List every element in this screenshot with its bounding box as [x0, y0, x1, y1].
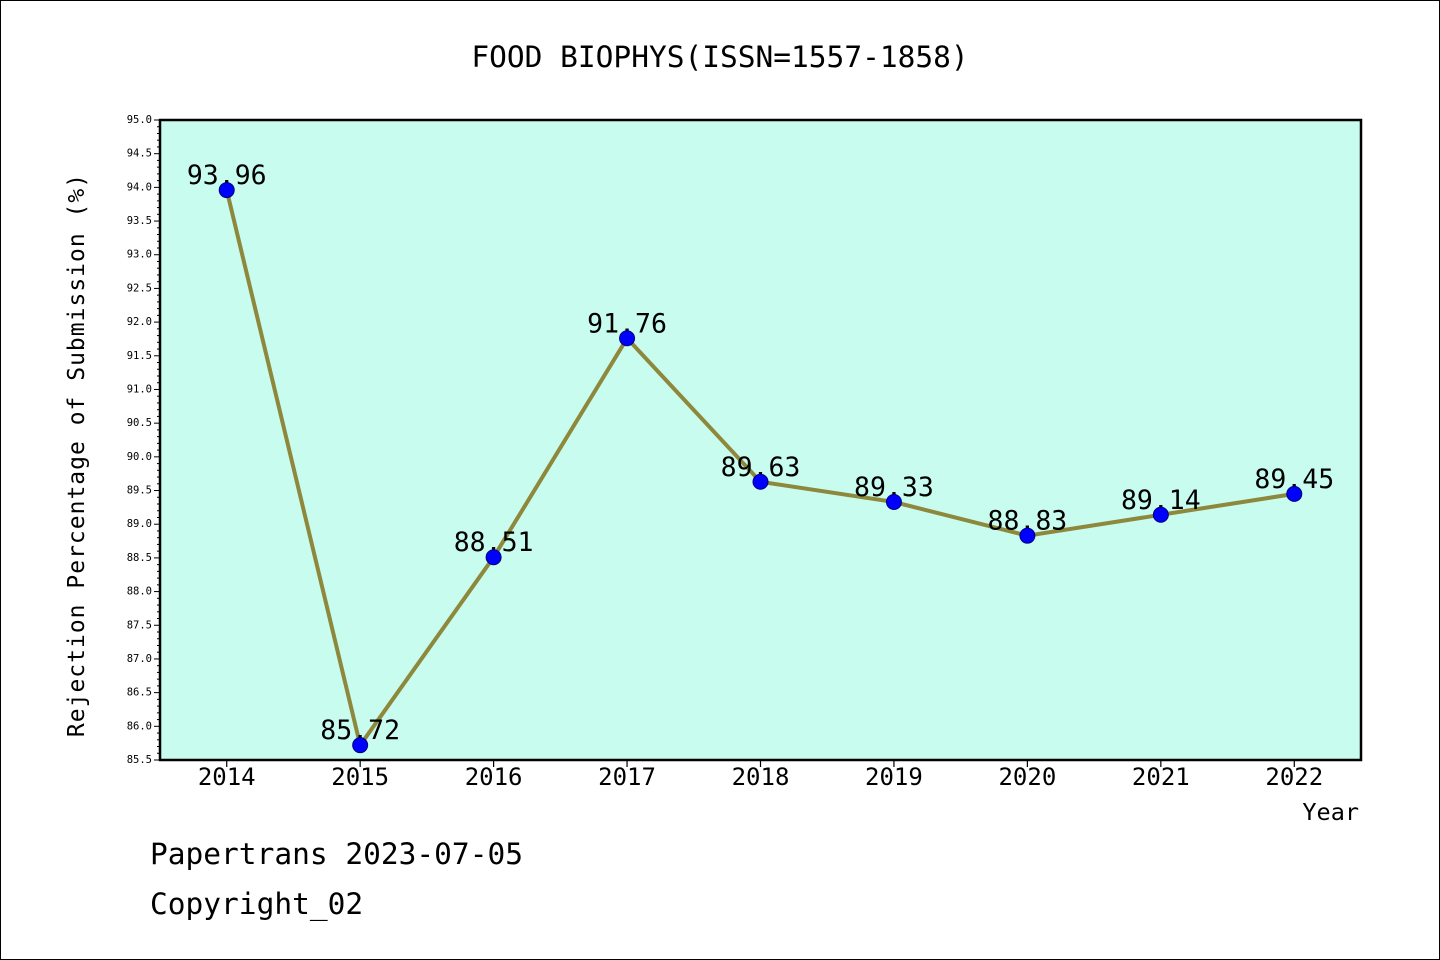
x-tick-label-2015: 2015 — [331, 763, 389, 791]
plot-area — [160, 120, 1361, 760]
x-tick-label-2020: 2020 — [998, 763, 1056, 791]
x-tick-label-2022: 2022 — [1265, 763, 1323, 791]
x-tick-label-2021: 2021 — [1132, 763, 1190, 791]
footer-copyright: Copyright_02 — [150, 887, 363, 922]
y-tick-label-88-5: 88.5 — [127, 552, 152, 564]
data-point-2014 — [218, 182, 235, 199]
y-tick-label-93-5: 93.5 — [127, 215, 152, 227]
y-tick-label-94-5: 94.5 — [127, 148, 152, 160]
plot-border — [158, 118, 1363, 762]
y-axis: 85.5 86.0 86.5 87.0 87.5 88.0 88.5 89.0 89.5 90.0… — [127, 114, 160, 766]
y-tick-label-90-5: 90.5 — [127, 417, 152, 429]
chart-title: FOOD BIOPHYS(ISSN=1557-1858) — [471, 40, 968, 74]
y-tick-label-91-0: 91.0 — [127, 383, 152, 395]
x-tick-label-2014: 2014 — [198, 763, 256, 791]
series-layer: 93.9685.7288.5191.7689.6389.3388.8389.14… — [187, 160, 1334, 754]
x-tick-label-2017: 2017 — [598, 763, 656, 791]
data-point-2017 — [619, 330, 636, 347]
data-point-2022 — [1286, 485, 1303, 502]
y-tick-label-85-5: 85.5 — [127, 754, 152, 766]
y-tick-label-94-0: 94.0 — [127, 181, 152, 193]
x-tick-label-2018: 2018 — [732, 763, 790, 791]
data-point-2016 — [485, 549, 502, 566]
y-tick-label-95-0: 95.0 — [127, 114, 152, 126]
data-point-2020 — [1019, 527, 1036, 544]
y-axis-label: Rejection Percentage of Submission (%) — [64, 173, 90, 737]
y-tick-label-91-5: 91.5 — [127, 350, 152, 362]
y-tick-label-92-5: 92.5 — [127, 282, 152, 294]
x-axis: 2014 2015 2016 2017 2018 2019 2020 2021 2022 — [198, 760, 1323, 791]
y-tick-label-89-0: 89.0 — [127, 518, 152, 530]
y-tick-label-93-0: 93.0 — [127, 249, 152, 261]
y-tick-label-86-0: 86.0 — [127, 720, 152, 732]
y-tick-label-87-0: 87.0 — [127, 653, 152, 665]
y-tick-label-90-0: 90.0 — [127, 451, 152, 463]
y-tick-label-89-5: 89.5 — [127, 485, 152, 497]
y-tick-label-88-0: 88.0 — [127, 586, 152, 598]
x-axis-label: Year — [1302, 798, 1359, 826]
y-tick-label-87-5: 87.5 — [127, 619, 152, 631]
data-point-2018 — [752, 473, 769, 490]
footer-stamp: Papertrans 2023-07-05 — [150, 837, 523, 871]
data-point-2021 — [1152, 506, 1169, 523]
data-point-2015 — [352, 737, 369, 754]
y-tick-label-86-5: 86.5 — [127, 687, 152, 699]
x-tick-label-2016: 2016 — [465, 763, 523, 791]
data-point-2019 — [885, 493, 902, 510]
x-tick-label-2019: 2019 — [865, 763, 923, 791]
y-tick-label-92-0: 92.0 — [127, 316, 152, 328]
